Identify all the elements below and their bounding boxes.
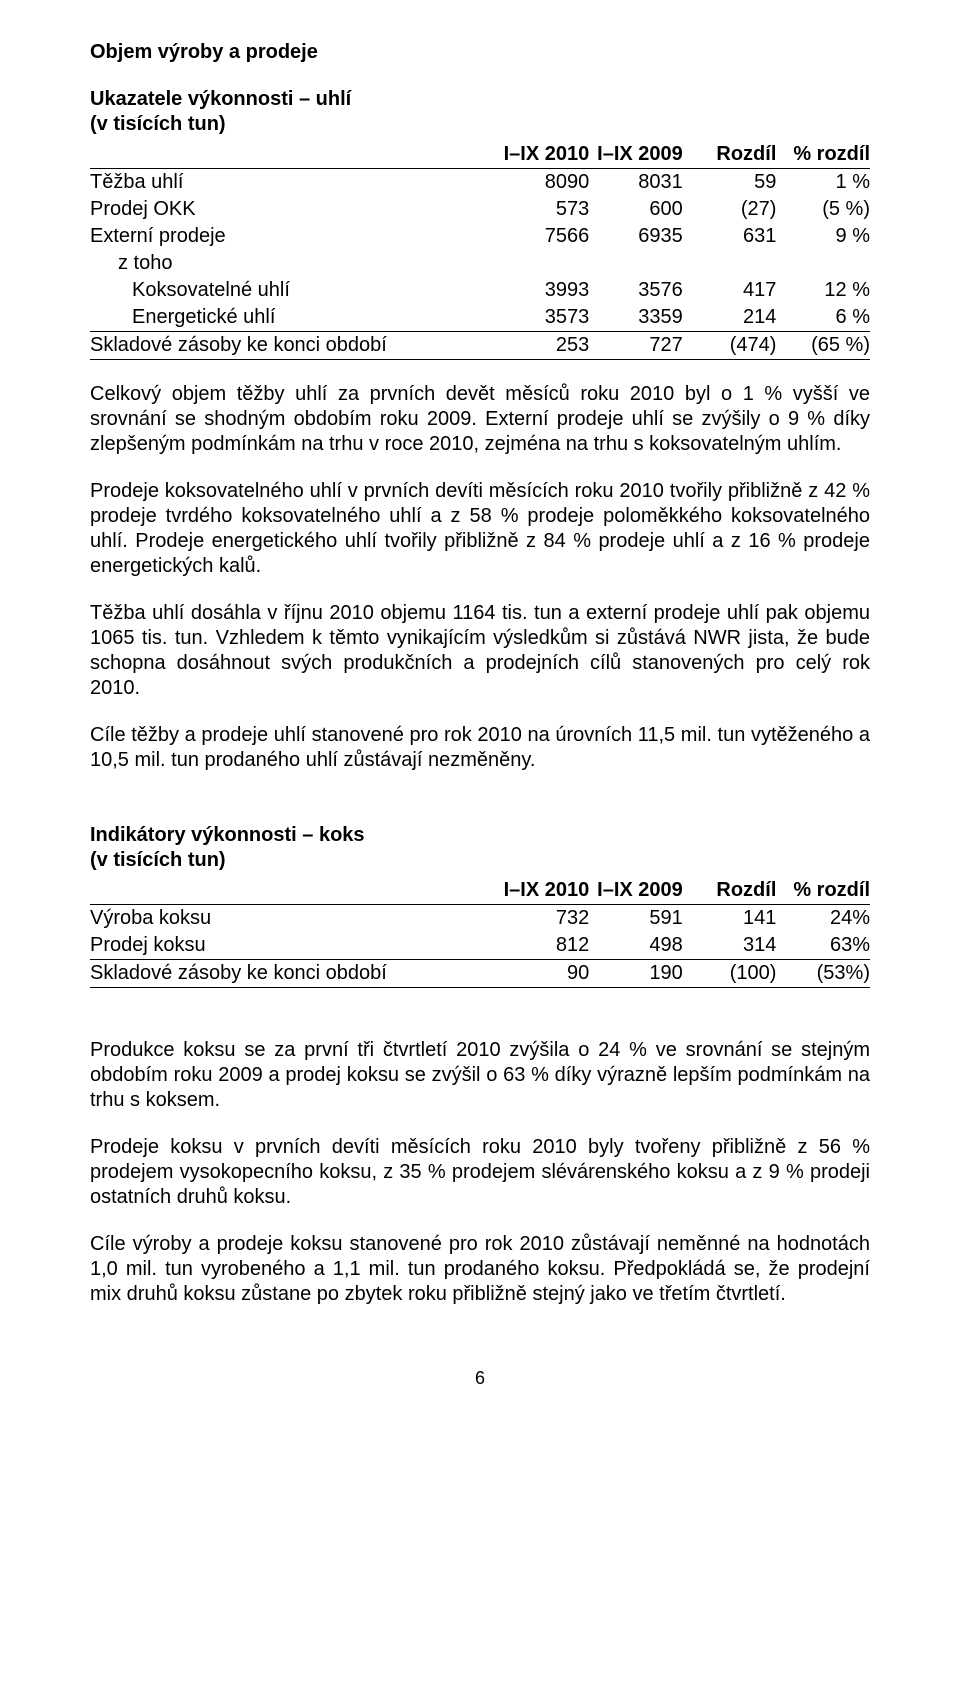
table-cell: 727 [589,332,683,360]
table-cell: 3993 [496,277,590,304]
table-row: Skladové zásoby ke konci období253727(47… [90,332,870,360]
table-row: Externí prodeje756669356319 % [90,223,870,250]
paragraph: Těžba uhlí dosáhla v říjnu 2010 objemu 1… [90,601,870,701]
table-cell-label: Energetické uhlí [90,304,496,332]
table-cell: 3573 [496,304,590,332]
table-cell: 63% [776,932,870,960]
table-cell: 812 [496,932,590,960]
paragraph: Cíle výroby a prodeje koksu stanovené pr… [90,1232,870,1307]
table-header-cell: Rozdíl [683,141,777,169]
table-cell: 591 [589,905,683,933]
table-cell-label: Skladové zásoby ke konci období [90,960,496,988]
table-header-row: I–IX 2010 I–IX 2009 Rozdíl % rozdíl [90,141,870,169]
table-coal: I–IX 2010 I–IX 2009 Rozdíl % rozdíl Těžb… [90,141,870,360]
table-cell: 190 [589,960,683,988]
page-number: 6 [90,1367,870,1390]
table-row: Výroba koksu73259114124% [90,905,870,933]
table-header-cell: I–IX 2010 [496,141,590,169]
table-row: Skladové zásoby ke konci období90190(100… [90,960,870,988]
table-cell: 573 [496,196,590,223]
table-cell: 417 [683,277,777,304]
table-cell [589,250,683,277]
table-cell: 24% [776,905,870,933]
table-cell: 214 [683,304,777,332]
table-cell: (100) [683,960,777,988]
table-cell: 253 [496,332,590,360]
table-cell: 12 % [776,277,870,304]
paragraph: Cíle těžby a prodeje uhlí stanovené pro … [90,723,870,773]
table-cell: 600 [589,196,683,223]
table-cell: (474) [683,332,777,360]
table-cell: 9 % [776,223,870,250]
table-row: Těžba uhlí80908031591 % [90,169,870,197]
table-cell-label: Skladové zásoby ke konci období [90,332,496,360]
paragraph: Prodeje koksu v prvních devíti měsících … [90,1135,870,1210]
table-cell-label: Prodej koksu [90,932,496,960]
table-cell: (53%) [776,960,870,988]
table-row: Energetické uhlí357333592146 % [90,304,870,332]
table-cell-label: Externí prodeje [90,223,496,250]
table-cell-label: Těžba uhlí [90,169,496,197]
table-header-cell: Rozdíl [683,877,777,905]
table-cell [776,250,870,277]
table1-subtitle: (v tisících tun) [90,112,870,137]
table-row: z toho [90,250,870,277]
table-cell-label: Prodej OKK [90,196,496,223]
table-cell: 631 [683,223,777,250]
table-cell-label: z toho [90,250,496,277]
paragraph: Produkce koksu se za první tři čtvrtletí… [90,1038,870,1113]
table-cell: (65 %) [776,332,870,360]
table-cell: 59 [683,169,777,197]
table-header-cell: % rozdíl [776,877,870,905]
table-header-cell [90,877,496,905]
table-coke: I–IX 2010 I–IX 2009 Rozdíl % rozdíl Výro… [90,877,870,988]
table-cell-label: Koksovatelné uhlí [90,277,496,304]
table-row: Prodej koksu81249831463% [90,932,870,960]
table-cell: (5 %) [776,196,870,223]
table-cell: 8090 [496,169,590,197]
table-cell: 3359 [589,304,683,332]
table-row: Koksovatelné uhlí3993357641712 % [90,277,870,304]
table-cell: (27) [683,196,777,223]
table-cell [683,250,777,277]
table-cell: 6 % [776,304,870,332]
table-row: Prodej OKK573600(27)(5 %) [90,196,870,223]
table-cell: 90 [496,960,590,988]
table-cell: 314 [683,932,777,960]
table1-title: Ukazatele výkonnosti – uhlí [90,87,870,112]
table-cell: 732 [496,905,590,933]
table-header-cell: I–IX 2010 [496,877,590,905]
table-header-cell: I–IX 2009 [589,141,683,169]
paragraph: Prodeje koksovatelného uhlí v prvních de… [90,479,870,579]
table2-subtitle: (v tisících tun) [90,848,870,873]
page-container: Objem výroby a prodeje Ukazatele výkonno… [0,0,960,1430]
table-cell-label: Výroba koksu [90,905,496,933]
table-cell: 141 [683,905,777,933]
table-header-cell: I–IX 2009 [589,877,683,905]
table-header-cell [90,141,496,169]
table-cell: 8031 [589,169,683,197]
section-heading: Objem výroby a prodeje [90,40,870,65]
table-cell: 1 % [776,169,870,197]
paragraph: Celkový objem těžby uhlí za prvních devě… [90,382,870,457]
table-cell [496,250,590,277]
table-cell: 6935 [589,223,683,250]
table2-title: Indikátory výkonnosti – koks [90,823,870,848]
table-cell: 498 [589,932,683,960]
table-cell: 7566 [496,223,590,250]
table-header-row: I–IX 2010 I–IX 2009 Rozdíl % rozdíl [90,877,870,905]
table-header-cell: % rozdíl [776,141,870,169]
table-cell: 3576 [589,277,683,304]
